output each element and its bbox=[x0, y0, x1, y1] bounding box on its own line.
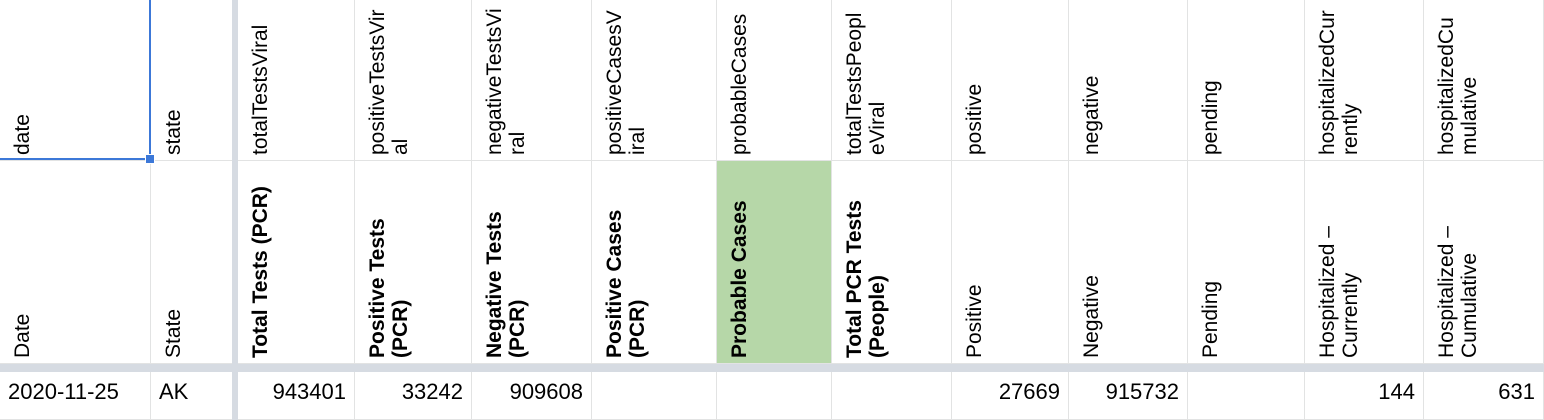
header-display-label: State bbox=[162, 308, 185, 358]
data-cell[interactable] bbox=[1188, 372, 1305, 420]
header-label-cell[interactable]: Negative bbox=[1069, 161, 1188, 364]
header-key-cell[interactable]: positive bbox=[952, 0, 1069, 161]
header-key-label: negative bbox=[1080, 75, 1103, 155]
header-label-cell[interactable]: Hospitalized – Cumulative bbox=[1424, 161, 1544, 364]
header-label-cell[interactable]: Probable Cases bbox=[717, 161, 832, 364]
header-key-cell[interactable]: negativeTestsViral bbox=[472, 0, 592, 161]
data-cell[interactable]: 27669 bbox=[952, 372, 1069, 420]
header-key-label: positiveTestsViral bbox=[366, 9, 412, 155]
header-key-cell[interactable]: totalTestsViral bbox=[238, 0, 355, 161]
header-display-label: Date bbox=[11, 313, 34, 358]
header-display-label: Pending bbox=[1199, 280, 1222, 358]
selected-cell-outline bbox=[0, 0, 151, 160]
header-label-cell[interactable]: Positive Cases (PCR) bbox=[592, 161, 717, 364]
data-cell[interactable] bbox=[717, 372, 832, 420]
header-label-cell[interactable]: Total PCR Tests (People) bbox=[832, 161, 952, 364]
header-label-cell[interactable]: Date bbox=[0, 161, 151, 364]
header-key-label: positive bbox=[963, 83, 986, 155]
data-cell[interactable]: 943401 bbox=[238, 372, 355, 420]
data-cell[interactable]: 915732 bbox=[1069, 372, 1188, 420]
header-key-cell[interactable]: hospitalizedCumulative bbox=[1424, 0, 1544, 161]
frozen-column-divider[interactable] bbox=[232, 0, 238, 420]
header-key-label: positiveCasesViral bbox=[603, 10, 649, 155]
header-key-label: negativeTestsViral bbox=[483, 8, 529, 155]
header-key-label: totalTestsPeopleViral bbox=[843, 12, 889, 155]
header-key-label: probableCases bbox=[728, 13, 751, 155]
data-cell[interactable]: 144 bbox=[1305, 372, 1424, 420]
header-display-label: Negative bbox=[1080, 275, 1103, 358]
data-cell[interactable]: 33242 bbox=[355, 372, 472, 420]
header-label-cell[interactable]: Negative Tests (PCR) bbox=[472, 161, 592, 364]
header-label-cell[interactable]: Positive bbox=[952, 161, 1069, 364]
data-cell[interactable]: 909608 bbox=[472, 372, 592, 420]
frozen-row-divider[interactable] bbox=[0, 364, 1544, 372]
header-key-label: pending bbox=[1199, 80, 1222, 155]
data-cell[interactable] bbox=[832, 372, 952, 420]
header-display-label: Hospitalized – Currently bbox=[1316, 226, 1362, 358]
header-label-cell[interactable]: Total Tests (PCR) bbox=[238, 161, 355, 364]
header-key-cell[interactable]: state bbox=[151, 0, 238, 161]
data-cell[interactable]: AK bbox=[151, 372, 238, 420]
header-display-label: Negative Tests (PCR) bbox=[483, 211, 529, 358]
header-label-cell[interactable]: Hospitalized – Currently bbox=[1305, 161, 1424, 364]
header-display-label: Positive Cases (PCR) bbox=[603, 209, 649, 358]
header-key-cell[interactable]: date bbox=[0, 0, 151, 161]
header-label-cell[interactable]: State bbox=[151, 161, 238, 364]
header-label-cell[interactable]: Pending bbox=[1188, 161, 1305, 364]
header-key-label: hospitalizedCumulative bbox=[1435, 17, 1481, 155]
header-key-label: state bbox=[162, 109, 185, 155]
header-display-label: Probable Cases bbox=[728, 200, 751, 358]
header-key-cell[interactable]: probableCases bbox=[717, 0, 832, 161]
header-key-cell[interactable]: negative bbox=[1069, 0, 1188, 161]
header-display-label: Total PCR Tests (People) bbox=[843, 200, 889, 358]
header-key-cell[interactable]: totalTestsPeopleViral bbox=[832, 0, 952, 161]
header-display-label: Positive Tests (PCR) bbox=[366, 218, 412, 358]
header-key-label: totalTestsViral bbox=[249, 24, 272, 155]
header-label-cell[interactable]: Positive Tests (PCR) bbox=[355, 161, 472, 364]
header-key-cell[interactable]: positiveTestsViral bbox=[355, 0, 472, 161]
data-cell[interactable]: 631 bbox=[1424, 372, 1544, 420]
header-key-cell[interactable]: positiveCasesViral bbox=[592, 0, 717, 161]
header-key-cell[interactable]: hospitalizedCurrently bbox=[1305, 0, 1424, 161]
header-key-cell[interactable]: pending bbox=[1188, 0, 1305, 161]
header-key-label: hospitalizedCurrently bbox=[1316, 10, 1362, 155]
header-display-label: Total Tests (PCR) bbox=[249, 186, 272, 358]
data-cell[interactable]: 2020-11-25 bbox=[0, 372, 151, 420]
fill-handle[interactable] bbox=[145, 154, 155, 164]
header-display-label: Positive bbox=[963, 284, 986, 358]
header-display-label: Hospitalized – Cumulative bbox=[1435, 226, 1481, 358]
data-cell[interactable] bbox=[592, 372, 717, 420]
